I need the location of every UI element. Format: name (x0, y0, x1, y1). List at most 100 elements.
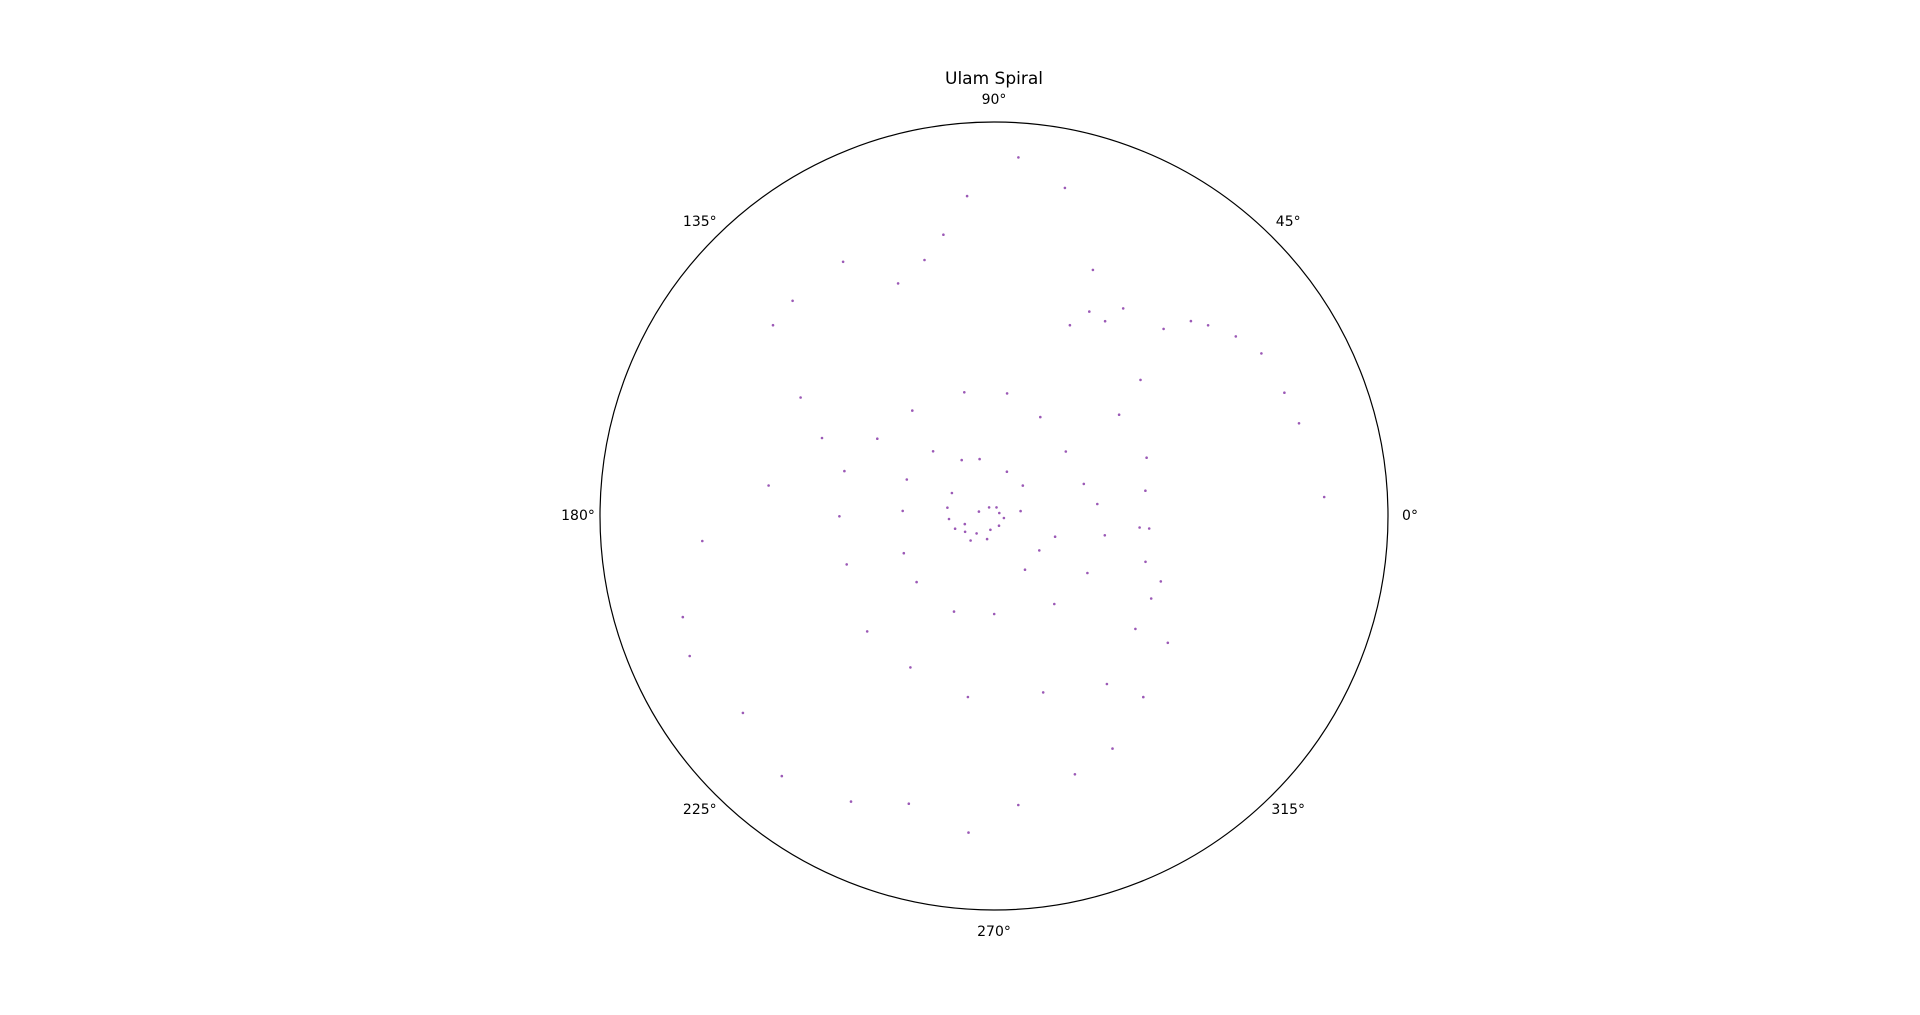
data-point (701, 539, 704, 543)
data-point (896, 282, 900, 285)
data-point (1041, 691, 1045, 694)
data-point (771, 323, 775, 327)
data-point (1073, 773, 1077, 776)
data-point (1064, 450, 1068, 453)
theta-tick-label: 225° (683, 802, 717, 818)
data-point (942, 233, 945, 236)
data-point (865, 630, 869, 633)
data-point (1068, 323, 1072, 327)
data-point (1149, 597, 1153, 600)
data-point (820, 436, 824, 440)
data-point (995, 506, 998, 509)
data-point (915, 580, 918, 584)
data-point (849, 800, 853, 803)
data-point (876, 437, 879, 441)
theta-tick-label: 180° (561, 508, 595, 524)
data-point (1139, 378, 1142, 382)
data-point (838, 515, 841, 518)
data-point (923, 258, 926, 262)
data-point (681, 615, 685, 619)
theta-tick-label: 270° (977, 924, 1011, 940)
data-point (1147, 527, 1151, 530)
data-point (1134, 627, 1137, 631)
data-point (969, 539, 972, 542)
data-point (975, 532, 978, 535)
data-point (1206, 324, 1210, 327)
data-point (688, 654, 691, 658)
data-point (1105, 682, 1109, 686)
theta-tick-label: 0° (1402, 508, 1418, 524)
data-point (1038, 549, 1041, 552)
data-point (950, 491, 954, 495)
data-points (681, 156, 1326, 834)
data-point (1189, 319, 1193, 323)
data-point (1166, 641, 1170, 645)
data-point (997, 524, 1001, 527)
data-point (767, 484, 770, 487)
data-point (1103, 319, 1107, 323)
data-point (901, 509, 904, 513)
theta-tick-label: 45° (1276, 214, 1301, 230)
data-point (1005, 470, 1009, 474)
data-point (909, 666, 912, 669)
data-point (985, 537, 989, 541)
data-point (931, 450, 935, 453)
data-point (1039, 415, 1042, 419)
data-point (1142, 695, 1145, 699)
data-point (799, 396, 802, 399)
data-point (978, 457, 981, 461)
data-point (1260, 352, 1263, 355)
data-point (905, 478, 909, 481)
data-point (1103, 534, 1107, 537)
data-point (1096, 502, 1099, 506)
data-point (1297, 422, 1301, 425)
data-point (967, 831, 970, 834)
data-point (1088, 310, 1091, 313)
data-point (1144, 489, 1147, 493)
data-point (1091, 268, 1095, 272)
data-point (907, 802, 911, 805)
data-point (963, 391, 966, 394)
theta-tick-label: 90° (982, 92, 1007, 108)
data-point (1017, 156, 1020, 159)
data-point (1117, 413, 1121, 417)
polar-axis-circle (599, 121, 1389, 911)
data-point (1138, 526, 1141, 529)
data-point (952, 610, 956, 613)
data-point (1002, 516, 1006, 520)
data-point (841, 260, 845, 264)
data-point (1162, 327, 1165, 331)
data-point (1017, 803, 1020, 807)
data-point (946, 506, 949, 510)
data-point (998, 511, 1001, 515)
data-point (963, 522, 967, 526)
data-point (989, 528, 992, 532)
data-point (1086, 571, 1089, 575)
data-point (1159, 580, 1163, 583)
data-point (1053, 602, 1056, 606)
data-point (843, 469, 846, 473)
data-point (992, 612, 996, 616)
data-point (780, 774, 784, 778)
data-point (1082, 482, 1086, 486)
data-point (1111, 747, 1114, 750)
data-point (1021, 484, 1025, 487)
data-point (960, 458, 963, 462)
data-point (977, 510, 981, 513)
data-point (1322, 495, 1326, 499)
data-point (1234, 335, 1238, 338)
data-point (1144, 560, 1147, 564)
data-point (965, 194, 969, 198)
data-point (845, 563, 848, 566)
data-point (987, 506, 991, 509)
data-point (1145, 456, 1148, 460)
data-point (1283, 391, 1286, 395)
data-point (741, 711, 745, 715)
data-point (1063, 186, 1067, 190)
data-point (963, 530, 967, 534)
theta-tick-labels: 0° 45° 90° 135° 180° 225° 270° 315° (561, 92, 1418, 940)
data-point (902, 551, 906, 555)
data-point (947, 517, 951, 521)
data-point (1019, 509, 1022, 513)
